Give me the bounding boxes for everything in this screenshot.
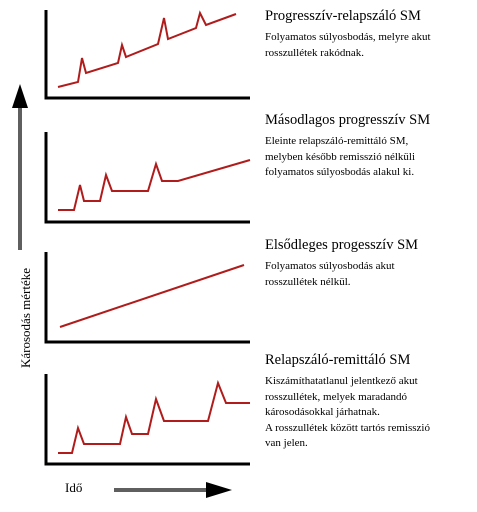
x-axis-arrow <box>114 482 232 498</box>
panel-2-description: Eleinte relapszáló-remittáló SM, melyben… <box>265 135 415 178</box>
panel-2-text: Másodlagos progresszív SM Eleinte relaps… <box>265 112 470 181</box>
panel-4-title: Relapszáló-remittáló SM <box>265 352 411 368</box>
panel-3-curve <box>59 264 245 328</box>
panel-3-description: Folyamatos súlyosbodás akut rosszullétek… <box>265 260 395 288</box>
panel-2-axes <box>44 132 250 224</box>
panel-1-title: Progresszív-relapszáló SM <box>265 8 421 24</box>
panel-3-title: Elsődleges progesszív SM <box>265 237 419 253</box>
panel-4-description: Kiszámíthatatlanul jelentkező akut rossz… <box>265 375 430 449</box>
panel-1-curve <box>57 10 237 88</box>
panel-4-axes <box>44 374 250 466</box>
y-axis-arrow <box>12 84 28 250</box>
panel-1-description: Folyamatos súlyosbodás, melyre akut ross… <box>265 31 431 59</box>
panel-4-text: Relapszáló-remittáló SM Kiszámíthatatlan… <box>265 352 470 452</box>
panel-3-axes <box>44 252 250 344</box>
panel-2-curve <box>58 159 251 211</box>
panel-1-text: Progresszív-relapszáló SM Folyamatos súl… <box>265 8 470 61</box>
panel-4-curve <box>58 379 250 454</box>
panel-3-text: Elsődleges progesszív SM Folyamatos súly… <box>265 237 470 290</box>
x-axis-label: Idő <box>65 480 83 495</box>
y-axis-label: Károsodás mértéke <box>18 268 33 368</box>
panel-2-title: Másodlagos progresszív SM <box>265 112 431 128</box>
panel-1-axes <box>44 10 250 100</box>
